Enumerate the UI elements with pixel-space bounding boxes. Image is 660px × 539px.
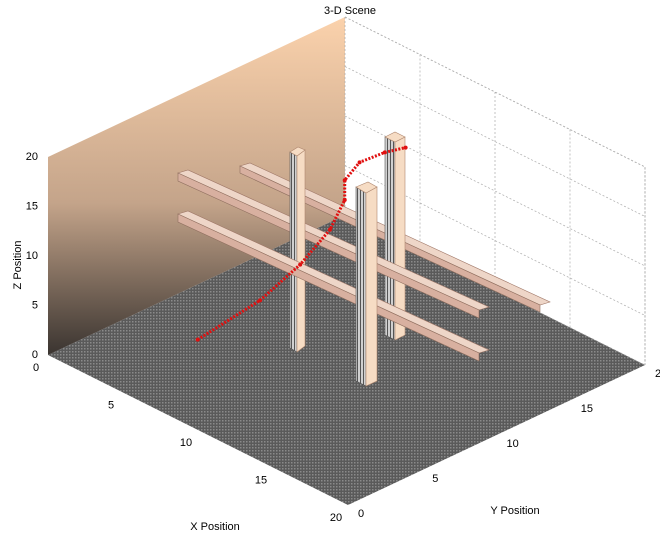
trajectory-line	[196, 146, 406, 341]
pillar	[289, 146, 306, 157]
trajectory-point	[357, 160, 362, 165]
x-tick-label: 5	[108, 399, 114, 411]
trajectory-point	[403, 145, 408, 150]
chart-title: 3-D Scene	[324, 5, 376, 17]
trajectory-point	[342, 198, 347, 203]
z-tick-label: 5	[32, 299, 38, 311]
trajectory-point	[195, 337, 200, 342]
scene	[48, 16, 646, 505]
z-tick-label: 10	[26, 250, 38, 262]
x-tick-label: 20	[330, 512, 342, 524]
pillar	[355, 186, 367, 387]
y-axis-label: Y Position	[490, 505, 539, 517]
z-axis-label: Z Position	[12, 241, 24, 290]
z-tick-label: 20	[26, 151, 38, 163]
trajectory-point	[258, 298, 263, 303]
floor	[48, 215, 645, 505]
y-tick-label: 20	[655, 368, 660, 380]
y-tick-label: 5	[432, 473, 438, 485]
beam	[177, 172, 480, 319]
z-tick-label: 0	[32, 349, 38, 361]
x-tick-label: 10	[180, 437, 192, 449]
beam	[177, 213, 480, 362]
x-tick-label: 15	[255, 474, 267, 486]
y-tick-label: 15	[581, 403, 593, 415]
pillar	[365, 186, 378, 387]
pillar	[355, 181, 378, 194]
x-tick-label: 0	[33, 362, 39, 374]
y-tick-label: 10	[507, 438, 519, 450]
trajectory-point	[327, 227, 332, 232]
x-axis-label: X Position	[190, 521, 240, 533]
pillar	[296, 149, 306, 353]
z-tick-label: 15	[26, 200, 38, 212]
trajectory	[195, 145, 408, 342]
pillar	[289, 151, 298, 353]
pillar	[384, 131, 406, 143]
y-tick-label: 0	[358, 508, 364, 520]
obstacles	[177, 131, 551, 362]
trajectory-point	[382, 150, 387, 155]
trajectory-point	[342, 178, 347, 183]
trajectory-point	[298, 262, 303, 267]
obstacles	[355, 181, 378, 387]
